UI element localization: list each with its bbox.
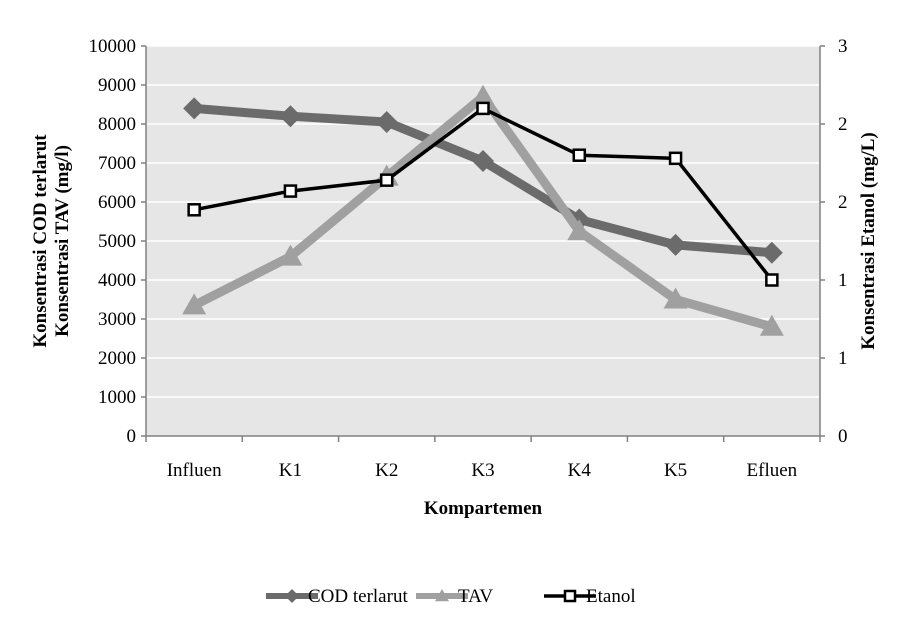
square-marker bbox=[187, 203, 201, 217]
right-tick-label: 2 bbox=[838, 114, 848, 135]
legend-label: COD terlarut bbox=[308, 586, 408, 607]
square-marker bbox=[765, 273, 779, 287]
diamond-marker bbox=[279, 105, 302, 128]
square-marker bbox=[563, 589, 577, 603]
left-tick-label: 5000 bbox=[98, 231, 136, 252]
square-marker bbox=[283, 184, 298, 198]
gridlines bbox=[146, 45, 820, 398]
left-tick-label: 3000 bbox=[98, 309, 136, 330]
x-axis-ticks: Influen K1 K2 K3 K4 K5 Efluen bbox=[145, 436, 821, 481]
triangle-marker bbox=[435, 589, 449, 602]
triangle-marker bbox=[759, 314, 784, 336]
square-marker bbox=[379, 173, 394, 187]
diamond-marker bbox=[472, 150, 494, 173]
left-tick-label: 8000 bbox=[98, 114, 136, 135]
square-marker bbox=[668, 151, 683, 166]
left-tick-label: 1000 bbox=[98, 387, 136, 408]
right-tick-label: 1 bbox=[838, 348, 848, 369]
left-axis-ticks: 0 1000 2000 3000 4000 5000 6000 7000 8000 9000 100… bbox=[89, 36, 146, 447]
triangle-marker bbox=[663, 287, 688, 309]
series-layer bbox=[182, 84, 784, 336]
left-tick-label: 6000 bbox=[98, 192, 136, 213]
x-tick-label: K1 bbox=[279, 460, 302, 481]
triangle-marker bbox=[567, 219, 592, 241]
diamond-marker bbox=[664, 233, 687, 256]
right-tick-label: 0 bbox=[838, 426, 848, 447]
diamond-marker bbox=[285, 589, 299, 603]
left-tick-label: 4000 bbox=[98, 270, 136, 291]
left-tick-label: 0 bbox=[127, 426, 137, 447]
triangle-marker bbox=[278, 244, 303, 266]
left-axis-title-line2: Konsentrasi TAV (mg/l) bbox=[52, 145, 73, 337]
triangle-marker bbox=[182, 293, 207, 315]
left-axis-title-line1: Konsentrasi COD terlarut bbox=[30, 134, 51, 348]
diamond-marker bbox=[183, 97, 206, 120]
legend-label: TAV bbox=[458, 586, 493, 607]
x-tick-label: K3 bbox=[471, 460, 494, 481]
x-tick-label: Efluen bbox=[747, 460, 798, 481]
series-cod-terlarut bbox=[183, 97, 783, 264]
legend: COD terlarut TAV Etanol bbox=[266, 586, 636, 607]
diamond-marker bbox=[760, 241, 783, 264]
triangle-marker bbox=[471, 84, 495, 106]
x-axis-title: Kompartemen bbox=[424, 498, 543, 519]
x-tick-label: K4 bbox=[568, 460, 592, 481]
diamond-marker bbox=[375, 111, 398, 134]
right-axis-title: Konsentrasi Etanol (mg/L) bbox=[858, 132, 879, 349]
right-tick-label: 2 bbox=[838, 192, 848, 213]
left-tick-label: 7000 bbox=[98, 153, 136, 174]
left-tick-label: 10000 bbox=[89, 36, 137, 57]
x-tick-label: Influen bbox=[167, 460, 222, 481]
left-tick-label: 9000 bbox=[98, 75, 136, 96]
right-tick-label: 3 bbox=[838, 36, 848, 57]
right-axis-ticks: 0 1 1 2 2 3 bbox=[820, 36, 848, 447]
square-marker bbox=[572, 148, 587, 162]
x-tick-label: K2 bbox=[375, 460, 398, 481]
right-tick-label: 1 bbox=[838, 270, 848, 291]
legend-label: Etanol bbox=[586, 586, 636, 607]
x-tick-label: K5 bbox=[664, 460, 687, 481]
left-tick-label: 2000 bbox=[98, 348, 136, 369]
series-etanol bbox=[187, 101, 779, 287]
square-marker bbox=[476, 101, 490, 116]
